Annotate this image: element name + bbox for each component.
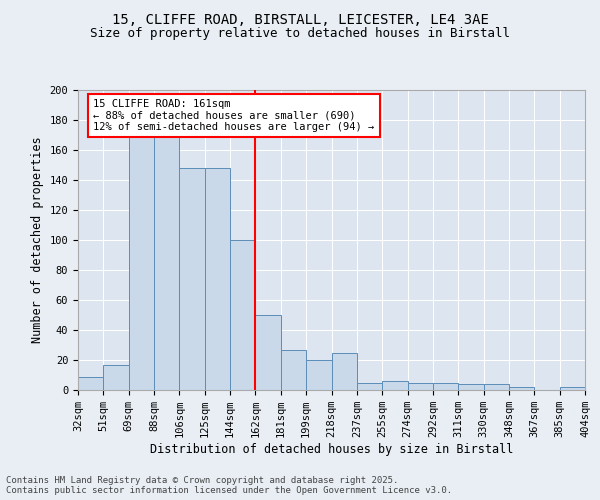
Bar [205, 168, 230, 390]
Bar [331, 352, 357, 390]
Text: Size of property relative to detached houses in Birstall: Size of property relative to detached ho… [90, 28, 510, 40]
Bar [458, 384, 484, 390]
Y-axis label: Number of detached properties: Number of detached properties [31, 136, 44, 344]
Bar [128, 128, 154, 390]
X-axis label: Distribution of detached houses by size in Birstall: Distribution of detached houses by size … [150, 443, 513, 456]
Bar [179, 168, 205, 390]
Bar [256, 315, 281, 390]
Bar [433, 382, 458, 390]
Bar [306, 360, 331, 390]
Bar [357, 382, 382, 390]
Text: 15, CLIFFE ROAD, BIRSTALL, LEICESTER, LE4 3AE: 15, CLIFFE ROAD, BIRSTALL, LEICESTER, LE… [112, 12, 488, 26]
Bar [154, 105, 179, 390]
Bar [281, 350, 306, 390]
Bar [560, 387, 585, 390]
Bar [230, 240, 256, 390]
Bar [78, 376, 103, 390]
Bar [407, 382, 433, 390]
Bar [103, 364, 128, 390]
Text: 15 CLIFFE ROAD: 161sqm
← 88% of detached houses are smaller (690)
12% of semi-de: 15 CLIFFE ROAD: 161sqm ← 88% of detached… [93, 99, 374, 132]
Bar [509, 387, 535, 390]
Text: Contains HM Land Registry data © Crown copyright and database right 2025.
Contai: Contains HM Land Registry data © Crown c… [6, 476, 452, 495]
Bar [382, 381, 407, 390]
Bar [484, 384, 509, 390]
